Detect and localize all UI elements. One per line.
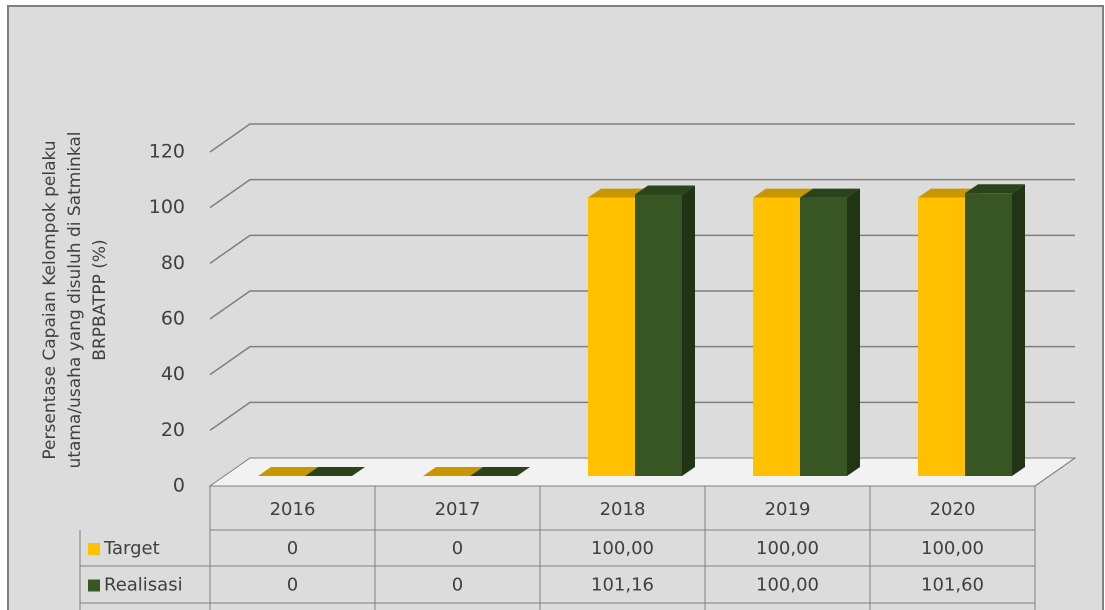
- legend-label: Realisasi: [104, 575, 183, 596]
- bar-top: [423, 467, 483, 476]
- table-value: 100,00: [756, 575, 819, 596]
- y-axis-label: utama/usaha yang disuluh di Satminkal: [65, 131, 85, 468]
- bar: [635, 185, 695, 477]
- bar-front: [918, 197, 965, 476]
- y-axis-label: BRPBATPP (%): [90, 239, 110, 360]
- y-tick-label: 20: [161, 419, 185, 441]
- legend-swatch: [88, 579, 100, 592]
- bar: [258, 467, 318, 476]
- bar-top: [965, 184, 1025, 194]
- bar-side: [847, 188, 860, 476]
- bar-top: [588, 188, 648, 198]
- table-value: 0: [287, 575, 298, 596]
- table-value: 0: [452, 538, 463, 559]
- bar-top: [305, 467, 365, 476]
- grid-line: [209, 123, 1075, 153]
- legend-label: Target: [103, 538, 160, 559]
- table-value: 100,00: [756, 538, 819, 559]
- x-tick-label: 2016: [270, 499, 316, 520]
- bar: [423, 467, 483, 476]
- y-tick-label: 80: [161, 252, 185, 274]
- y-tick-label: 120: [149, 141, 185, 163]
- y-axis-label: Persentase Capaian Kelompok pelaku: [40, 140, 60, 459]
- table-value: 100,00: [921, 538, 984, 559]
- bar-front: [800, 197, 847, 476]
- bar-top: [635, 185, 695, 195]
- bar-side: [1012, 184, 1025, 477]
- table-value: 100,00: [591, 538, 654, 559]
- bar-top: [470, 467, 530, 476]
- table-line: [1034, 457, 1076, 487]
- bar-top: [800, 188, 860, 198]
- legend-swatch: [88, 543, 100, 555]
- y-tick-label: 40: [161, 363, 185, 385]
- bar: [305, 467, 365, 476]
- bar: [800, 188, 860, 476]
- y-tick-label: 60: [161, 308, 185, 330]
- bar-side: [682, 185, 695, 477]
- bar: [965, 184, 1025, 477]
- y-tick-label: 100: [149, 196, 185, 218]
- bar-front: [965, 193, 1012, 477]
- table-value: 101,60: [921, 575, 984, 596]
- bar-top: [753, 188, 813, 198]
- bar-front: [588, 197, 635, 476]
- table-value: 101,16: [591, 575, 654, 596]
- bar-front: [635, 194, 682, 477]
- x-tick-label: 2019: [765, 499, 811, 520]
- table-value: 0: [452, 575, 463, 596]
- bar: [470, 467, 530, 476]
- x-tick-label: 2018: [600, 499, 646, 520]
- x-tick-label: 2020: [930, 499, 976, 520]
- bar-top: [258, 467, 318, 476]
- x-tick-label: 2017: [435, 499, 481, 520]
- bar-front: [753, 197, 800, 476]
- y-tick-label: 0: [173, 475, 185, 497]
- table-value: 0: [287, 538, 298, 559]
- grid-line: [209, 178, 1075, 209]
- bar-top: [918, 188, 978, 198]
